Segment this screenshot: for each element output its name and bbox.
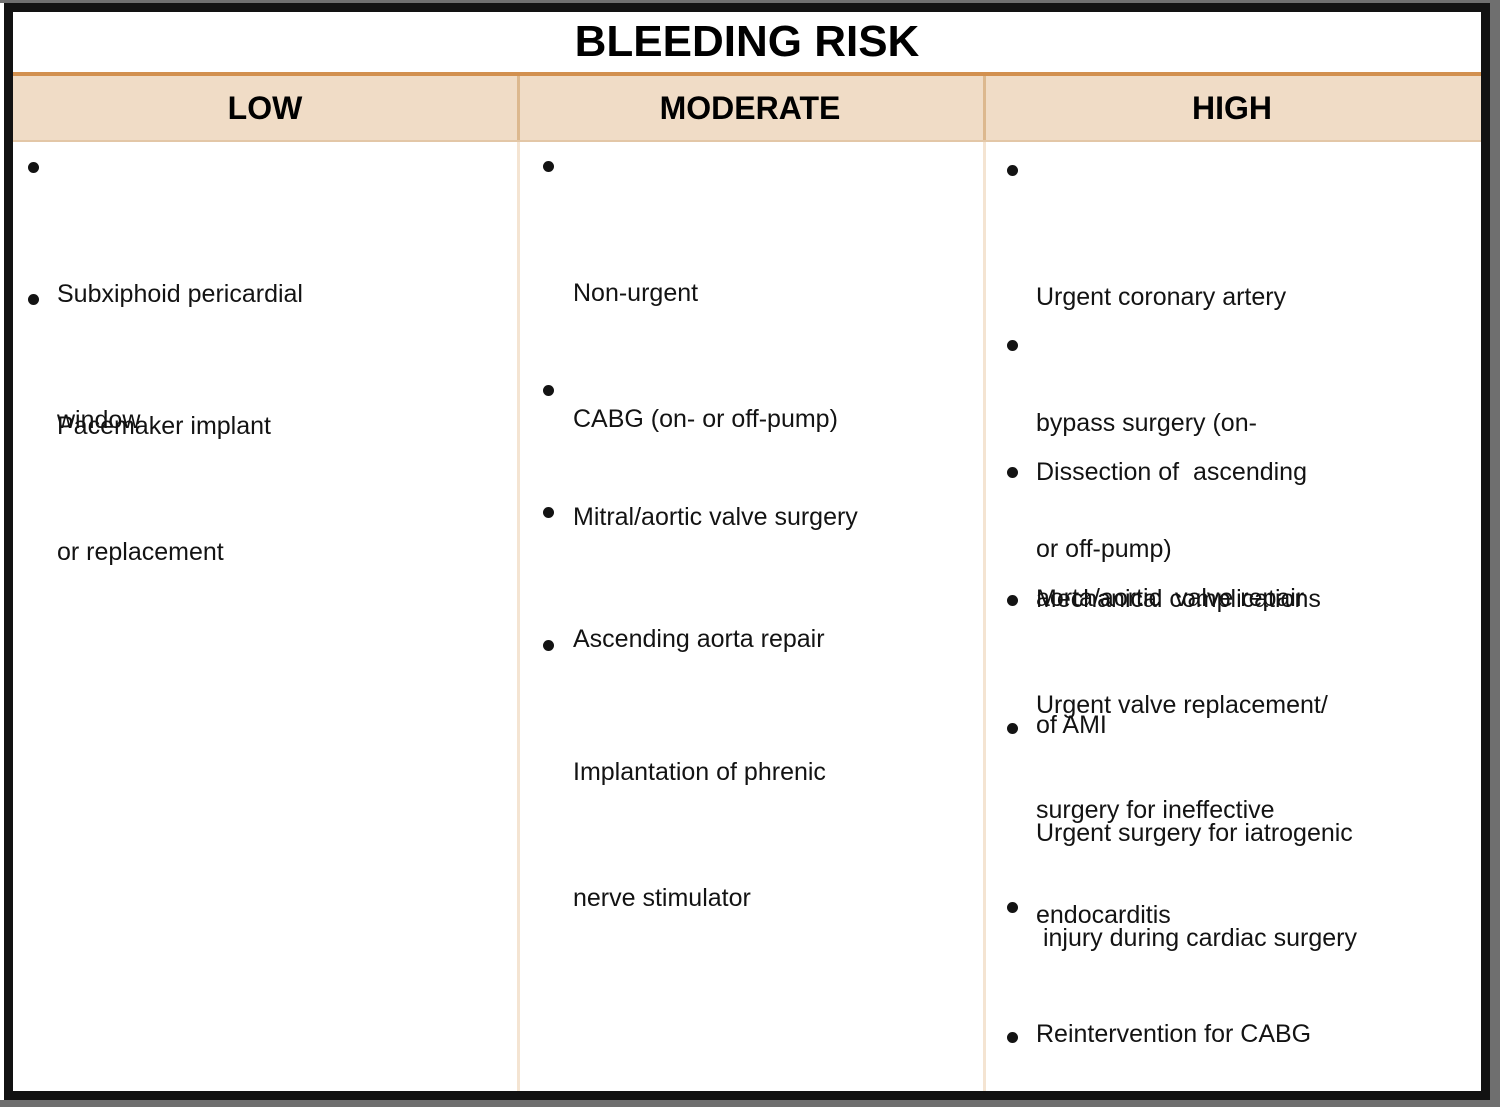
column-header-moderate: MODERATE (659, 89, 841, 126)
column-moderate: Non-urgent CABG (on- or off-pump) Mitral… (520, 142, 983, 1091)
list-item-line: endocarditis (1036, 901, 1171, 929)
list-item: Urgent valve replacement/ surgery for in… (986, 583, 1492, 1003)
list-item: Pacemaker implant or replacement (13, 279, 515, 657)
list-item-line: surgery for ineffective (1036, 796, 1275, 824)
header-row: LOW MODERATE HIGH (13, 72, 1481, 142)
list-item-line: Subxiphoid pericardial (57, 280, 303, 308)
bullet-icon (1007, 723, 1018, 734)
list-item: Pericardectomy (986, 1017, 1492, 1107)
column-low: Subxiphoid pericardial window Pacemaker … (13, 142, 517, 1091)
list-item-line: Urgent surgery for iatrogenic (1036, 819, 1353, 847)
bullet-icon (28, 162, 39, 173)
list-item: Urgent surgery for iatrogenic injury dur… (986, 711, 1492, 1026)
list-item-line: Urgent valve replacement/ (1036, 691, 1328, 719)
list-item-line: nerve stimulator (573, 884, 751, 912)
list-item: Non-urgent CABG (on- or off-pump) (520, 146, 981, 524)
bullet-icon (1007, 165, 1018, 176)
bullet-icon (1007, 1032, 1018, 1043)
list-item: Dissection of ascending aorta/aortic val… (986, 325, 1492, 703)
surround-strip-top (0, 0, 1500, 3)
column-header-low: LOW (227, 89, 303, 126)
column-divider (983, 142, 986, 1091)
column-divider (517, 142, 520, 1091)
list-item-line: window (57, 406, 141, 434)
list-item: Reintervention for CABG and/or valve rep… (986, 887, 1492, 1107)
list-item-line: Pacemaker implant (57, 412, 271, 440)
list-item-line: Reintervention for CABG (1036, 1020, 1312, 1048)
surround-strip-bottom (0, 1100, 1500, 1107)
table-title: BLEEDING RISK (574, 17, 920, 66)
bullet-icon (543, 161, 554, 172)
list-item: Mechanical complications of AMI (986, 452, 1492, 830)
list-item: Implantation of phrenic nerve stimulator (520, 625, 981, 1003)
bullet-icon (543, 640, 554, 651)
bullet-icon (1007, 340, 1018, 351)
list-item-line: CABG (on- or off-pump) (573, 405, 838, 433)
bullet-icon (1007, 467, 1018, 478)
list-item-line: aorta/aortic valve repair (1036, 584, 1305, 612)
list-item-line: Non-urgent (573, 279, 699, 307)
bleeding-risk-table: BLEEDING RISK LOW MODERATE HIGH Subxipho… (4, 3, 1490, 1100)
surround-strip-right (1490, 0, 1500, 1107)
list-item: Ascending aorta repair (520, 492, 981, 744)
bullet-icon (543, 507, 554, 518)
bullet-icon (28, 294, 39, 305)
list-item-line: Ascending aorta repair (573, 625, 825, 653)
list-item-line: of AMI (1036, 711, 1107, 739)
list-item: Urgent coronary artery bypass surgery (o… (986, 150, 1492, 654)
column-header-high: HIGH (1192, 89, 1272, 126)
list-item-line: Mechanical complications (1036, 585, 1321, 613)
list-item: Subxiphoid pericardial window (13, 147, 515, 525)
list-item-line: or off-pump) (1036, 535, 1172, 563)
list-item-line: or replacement (57, 538, 224, 566)
list-item-line: Mitral/aortic valve surgery (573, 503, 858, 531)
column-high: Urgent coronary artery bypass surgery (o… (986, 142, 1494, 1091)
list-item-line: injury during cardiac surgery (1036, 924, 1357, 952)
list-item-line: Dissection of ascending (1036, 458, 1307, 486)
column-divider (517, 76, 520, 140)
bullet-icon (1007, 595, 1018, 606)
bullet-icon (543, 385, 554, 396)
column-divider (983, 76, 986, 140)
bullet-icon (1007, 902, 1018, 913)
list-item-line: bypass surgery (on- (1036, 409, 1257, 437)
list-item-line: Urgent coronary artery (1036, 283, 1287, 311)
list-item: Mitral/aortic valve surgery (520, 370, 981, 622)
list-item-line: Implantation of phrenic (573, 758, 826, 786)
